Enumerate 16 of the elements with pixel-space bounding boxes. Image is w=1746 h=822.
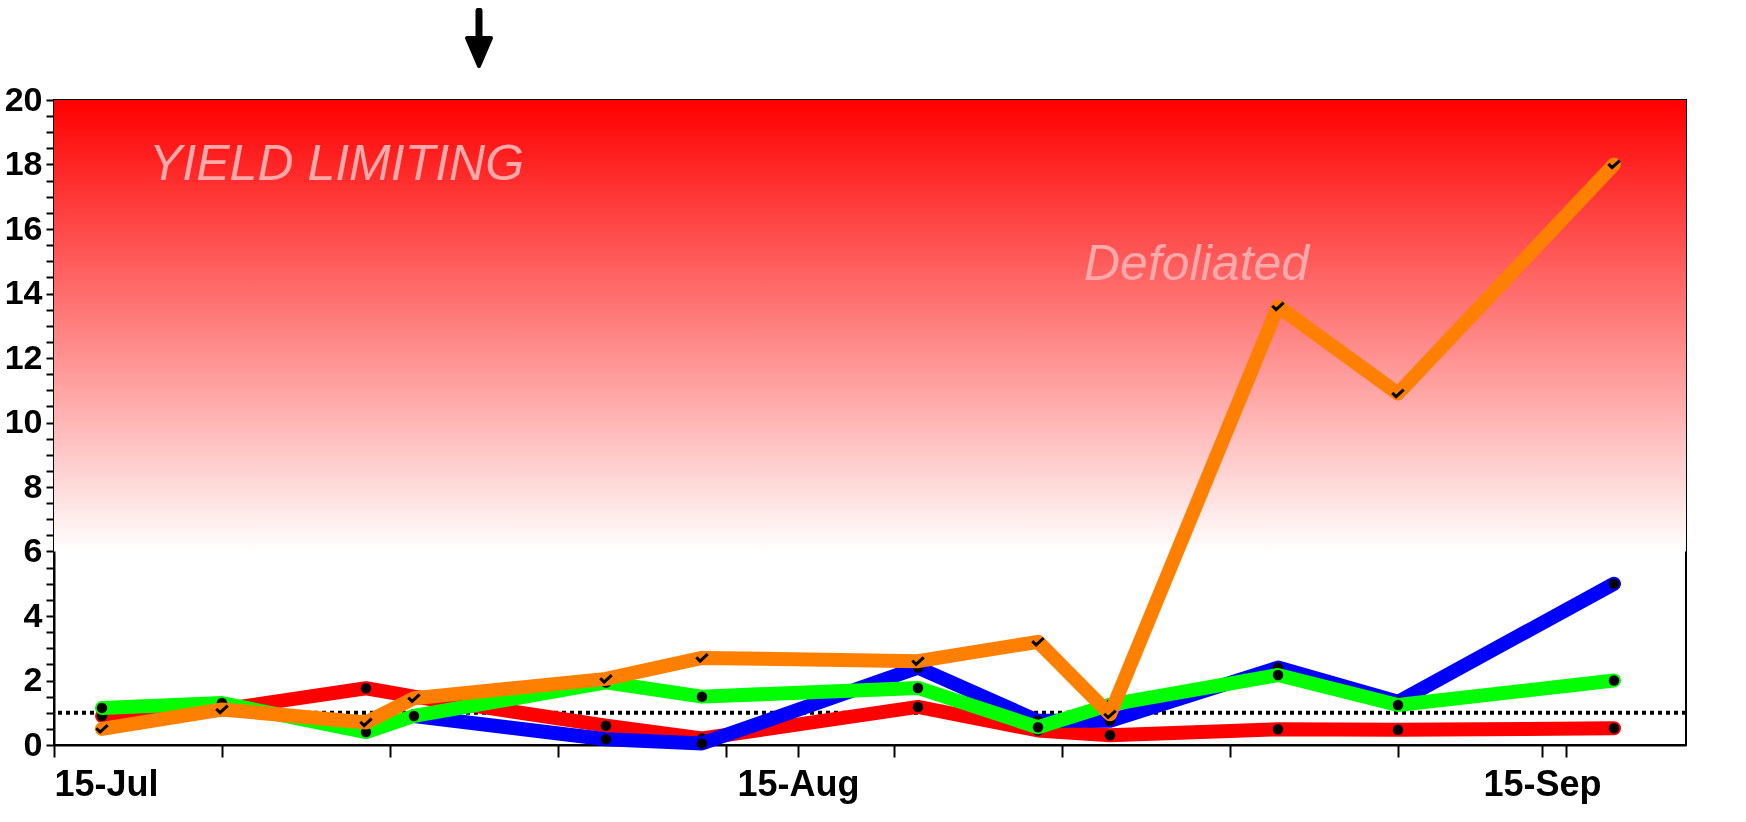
y-tick-label: 14 (4, 273, 43, 311)
y-tick-label: 8 (23, 466, 43, 505)
y-tick-label: 2 (23, 660, 43, 698)
y-tick-label: 10 (4, 402, 43, 440)
y-tick-label: 12 (4, 337, 43, 376)
y-tick-label: 6 (23, 531, 43, 569)
x-tick-label: 15-Aug (737, 762, 860, 804)
y-tick-label: 20 (4, 79, 43, 118)
y-tick-label: 18 (4, 144, 43, 182)
x-tick-label: 15-Sep (1483, 762, 1602, 804)
x-tick-label: 15-Jul (54, 762, 159, 804)
annotation: Defoliated (1084, 235, 1312, 291)
y-tick-label: 4 (23, 595, 43, 634)
y-tick-label: 16 (4, 208, 43, 247)
band-label: YIELD LIMITING (149, 135, 525, 191)
y-tick-label: 0 (23, 724, 43, 763)
